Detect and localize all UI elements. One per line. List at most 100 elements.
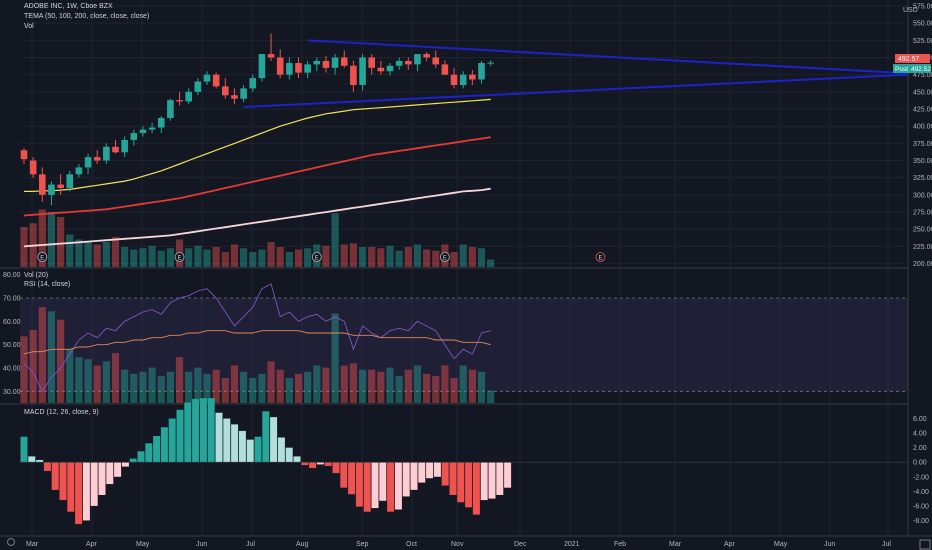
vol-pane-legend[interactable]: Vol (20) [24, 272, 48, 279]
price-volume-bar [294, 249, 303, 267]
macd-bar [246, 439, 254, 463]
earnings-marker [37, 252, 48, 262]
rsi-ma-line [23, 330, 491, 355]
rsi-tick-label: 40.00 [3, 366, 21, 373]
volume-bar [157, 375, 165, 403]
macd-bar [168, 418, 176, 463]
price-volume-bar [139, 248, 147, 267]
tema-line-3 [23, 187, 491, 248]
volume-bar [441, 365, 449, 403]
macd-bar [106, 462, 114, 485]
pane-separators [0, 0, 932, 537]
macd-tick-label: 6.00 [913, 416, 927, 423]
price-volume-bar [276, 247, 284, 267]
price-volume-bar [203, 249, 211, 267]
volume-bar [423, 373, 431, 403]
volume-bar [166, 371, 174, 403]
candle-body [331, 57, 339, 68]
volume-bar [395, 375, 403, 403]
macd-bar [309, 462, 317, 469]
time-tick-label: Jul [882, 541, 891, 548]
candle-body [423, 54, 430, 58]
candle-body [167, 100, 174, 118]
macd-bar [43, 462, 51, 471]
macd-bar [277, 437, 285, 463]
macd-pane-legend[interactable]: MACD (12, 26, close, 9) [24, 409, 99, 416]
candle-body [450, 74, 458, 85]
price-volume-bar [395, 250, 403, 267]
macd-bar [192, 398, 200, 463]
price-tick-label: 325.00 [913, 175, 932, 182]
price-volume-bar [285, 252, 293, 267]
macd-bar [121, 462, 129, 467]
volume-bar [102, 361, 110, 403]
volume-bar [267, 361, 275, 403]
tema-legend[interactable]: TEMA (50, 100, 200, close, close, close) [24, 13, 149, 20]
price-volume-bar [432, 250, 440, 267]
candle-body [176, 100, 183, 102]
price-volume-bar [75, 239, 83, 267]
macd-bar [355, 462, 363, 507]
volume-bar [212, 369, 220, 403]
macd-bar [28, 456, 36, 463]
volume-bar [386, 367, 394, 403]
macd-bar [371, 462, 379, 509]
price-tick-label: 250.00 [913, 227, 932, 234]
price-tick-label: 450.00 [913, 89, 932, 96]
macd-tick-label: -6.00 [913, 503, 929, 510]
time-tick-label: Aug [296, 541, 309, 548]
macd-bar [129, 458, 137, 463]
time-axis[interactable]: Mar Apr May Jun Jul Aug Sep Oct Nov Dec 2021 Feb Mar… [26, 541, 891, 548]
earnings-marker-label: E [598, 256, 602, 262]
macd-bar [410, 462, 418, 490]
candle-body [20, 150, 28, 160]
auto-scale-button[interactable] [919, 539, 931, 550]
candle-body [240, 88, 247, 99]
price-volume-bar [93, 244, 101, 267]
macd-bar [20, 436, 28, 463]
rsi-tick-label: 60.00 [3, 319, 21, 326]
macd-bar [36, 460, 44, 463]
rsi-pane-legend[interactable]: RSI (14, close) [24, 281, 70, 288]
earnings-marker-label: E [40, 256, 44, 262]
candle-body [368, 57, 375, 68]
candle-body [112, 146, 119, 153]
volume-bar [285, 378, 293, 403]
currency-label: USD [903, 7, 918, 14]
price-volume-bar [258, 249, 266, 267]
macd-bar [82, 462, 90, 521]
timezone-button[interactable] [7, 538, 15, 546]
macd-bar [426, 462, 434, 479]
volume-bar [240, 371, 248, 403]
candle-body [340, 57, 348, 66]
macd-bar [301, 462, 309, 466]
macd-bar [75, 462, 83, 525]
time-tick-label: Jul [246, 541, 255, 548]
price-volume-bar [267, 242, 275, 267]
price-tick-label: 525.00 [913, 38, 932, 45]
macd-bar [472, 462, 480, 515]
candle-body [57, 184, 64, 189]
candle-body [295, 63, 302, 73]
macd-bar [340, 462, 348, 488]
candle-body [469, 74, 476, 80]
post-price-tag [893, 64, 931, 73]
post-price-value: 492.52 [911, 66, 931, 73]
price-volume-bar [413, 244, 422, 267]
vol-legend[interactable]: Vol [24, 23, 34, 30]
last-price-value: 492.57 [898, 56, 920, 63]
price-volume-bar [212, 247, 220, 267]
macd-bar [137, 451, 145, 463]
rsi-band [20, 297, 908, 392]
macd-bar [363, 462, 371, 512]
macd-bar [379, 462, 387, 501]
price-volume-bar [349, 243, 357, 267]
price-tick-label: 200.00 [913, 261, 932, 268]
price-volume-bar [20, 227, 28, 267]
rsi-tick-label: 30.00 [3, 389, 21, 396]
price-tick-label: 550.00 [913, 21, 932, 28]
price-volume-bar [47, 212, 56, 267]
macd-bar [176, 409, 184, 463]
price-tick-label: 575.00 [913, 4, 932, 11]
